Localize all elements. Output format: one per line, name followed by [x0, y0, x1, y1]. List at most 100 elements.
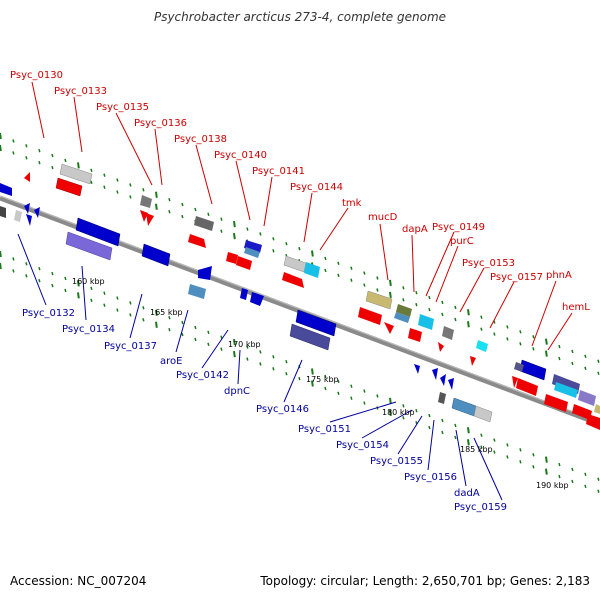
label-dada: dadA: [454, 488, 480, 499]
tick-mark: [415, 291, 418, 295]
leader-psyc-0141: [263, 176, 273, 227]
gene-psyc-0134: [75, 217, 121, 247]
tick-mark: [90, 286, 93, 290]
tick-mark: [298, 376, 301, 381]
tick-mark: [350, 384, 353, 388]
gene-psyc-0146: [295, 309, 337, 337]
leader-heml: [547, 312, 573, 351]
gene-psyc-0157: [476, 340, 488, 352]
tick-mark: [415, 303, 418, 307]
tick-mark: [454, 305, 457, 310]
leader-psyc-0149: [425, 231, 455, 297]
tick-mark: [51, 165, 54, 170]
tick-mark: [441, 430, 444, 435]
gene-psyc-0151: [414, 364, 420, 374]
tick-mark: [38, 278, 41, 283]
leader-psyc-0142: [201, 329, 229, 369]
gene-psyc-0153b: [438, 342, 444, 352]
tick-mark: [142, 318, 145, 322]
tick-mark: [558, 356, 561, 361]
kbp-labels: 160 kbp 165 kbp 170 kbp 175 kbp 180 kbp …: [72, 277, 569, 490]
tick-mark: [571, 467, 574, 472]
leader-psyc-0154: [361, 409, 413, 439]
tick-mark: [519, 342, 522, 346]
tick-mark: [584, 354, 587, 359]
tick-mark: [545, 338, 548, 345]
tick-mark: [584, 366, 587, 371]
gene-psyc-0132: [0, 206, 6, 218]
label-psyc-0132: Psyc_0132: [22, 308, 75, 319]
tick-mark: [597, 371, 600, 375]
tick-mark: [545, 468, 548, 475]
tick-mark: [402, 416, 405, 420]
tick-mark: [181, 214, 184, 219]
gene-psyc-0132d: [34, 207, 40, 218]
tick-mark: [506, 337, 509, 341]
tick-mark: [38, 160, 41, 165]
tick-mark: [376, 288, 379, 292]
tick-mark: [0, 250, 2, 258]
tick-mark: [441, 312, 444, 317]
tick-mark: [77, 162, 80, 169]
tick-mark: [467, 439, 470, 446]
tick-mark: [324, 374, 327, 379]
tick-mark: [467, 309, 470, 316]
tick-mark: [207, 212, 210, 217]
tick-mark: [12, 151, 15, 155]
tick-mark: [428, 425, 431, 430]
gene-heml-c: [544, 394, 568, 412]
label-phna: phnA: [546, 270, 572, 281]
gene-psyc-0136: [146, 213, 154, 226]
label-psyc-0149: Psyc_0149: [432, 222, 485, 233]
tick-mark: [532, 347, 535, 351]
gene-mucd-b: [358, 307, 382, 325]
tick-mark: [12, 269, 15, 273]
tick-mark: [181, 320, 184, 325]
tick-mark: [584, 484, 587, 489]
tick-mark: [532, 335, 535, 339]
gene-psyc-0154: [432, 368, 438, 380]
tick-mark: [142, 306, 145, 310]
tick-mark: [168, 197, 171, 202]
tick-mark: [311, 380, 314, 387]
tick-mark: [350, 396, 353, 400]
label-psyc-0151: Psyc_0151: [298, 424, 351, 435]
tick-mark: [311, 250, 314, 257]
kbp-label-160: 160 kbp: [72, 277, 105, 286]
tick-mark: [0, 132, 2, 140]
tick-mark: [51, 153, 54, 158]
gene-psyc-0131: [0, 183, 12, 196]
tick-mark: [324, 386, 327, 391]
tick-mark: [298, 246, 301, 251]
tick-mark: [181, 202, 184, 207]
gene-psyc-0156: [438, 392, 446, 404]
tick-mark: [480, 445, 483, 449]
tick-mark: [129, 301, 132, 305]
leader-psyc-0153: [459, 267, 485, 313]
tick-mark: [337, 273, 340, 278]
gene-psyc-0138b: [194, 216, 214, 231]
tick-mark: [402, 298, 405, 302]
gene-purc: [408, 328, 422, 342]
tick-mark: [259, 232, 262, 236]
kbp-label-165: 165 kbp: [150, 308, 183, 317]
tick-mark: [506, 325, 509, 329]
tick-mark: [90, 180, 93, 184]
gene-psyc-0140b: [244, 240, 262, 253]
bottom-labels: Psyc_0132 Psyc_0134 Psyc_0137 aroE Psyc_…: [22, 308, 507, 513]
gene-psyc-0133: [55, 177, 83, 197]
tick-mark: [558, 462, 561, 467]
tick-mark: [12, 139, 15, 143]
tick-mark: [363, 283, 366, 287]
leader-phna: [531, 280, 557, 347]
gene-psyc-0157b: [470, 356, 476, 366]
tick-mark: [233, 351, 236, 358]
tick-mark: [519, 460, 522, 464]
tick-mark: [233, 221, 236, 228]
tick-mark: [0, 144, 2, 152]
tick-mark: [311, 368, 314, 375]
label-purc: purC: [450, 236, 474, 247]
tick-mark: [415, 409, 418, 413]
label-mucd: mucD: [368, 212, 398, 223]
